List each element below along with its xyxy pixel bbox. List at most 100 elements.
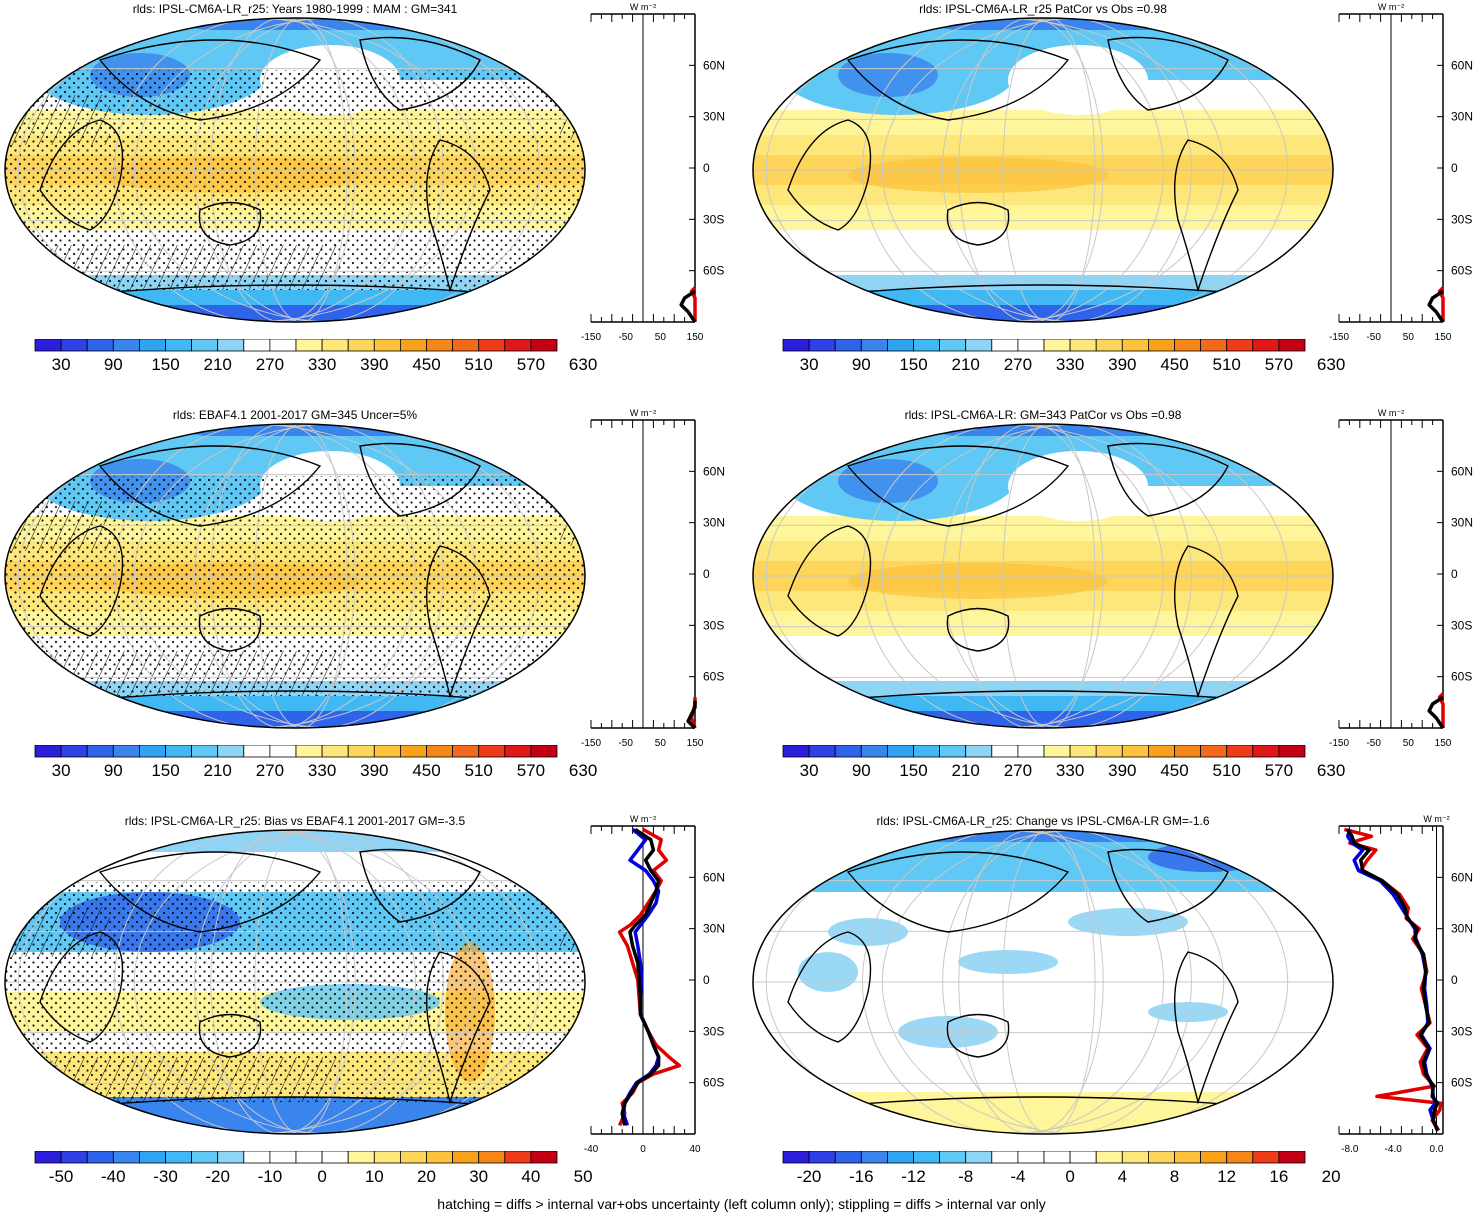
colorbar-label: 630 [1316, 355, 1346, 374]
colorbar-label: 630 [1316, 761, 1346, 780]
lat-tick-label: 0 [703, 161, 710, 175]
colorbar-swatch [504, 1151, 532, 1164]
colorbar-swatch [191, 745, 219, 758]
colorbar-swatch [295, 1151, 323, 1164]
lat-tick-label: 0 [1451, 973, 1458, 987]
colorbar-label: 30 [799, 355, 819, 374]
colorbar-swatch [347, 1151, 375, 1164]
profile-series-line [686, 700, 697, 730]
colorbar [34, 339, 558, 352]
colorbar-swatch [1069, 1151, 1097, 1164]
colorbar-label: 90 [851, 355, 871, 374]
colorbar-swatch [1043, 745, 1071, 758]
colorbar-label: 570 [516, 761, 546, 780]
colorbar-swatch [782, 339, 810, 352]
colorbar-label: 330 [1055, 355, 1085, 374]
zonal-mean-profile: 60N 30N 0 30S 60S W m⁻² -150 -50 50 150 [1329, 2, 1473, 343]
colorbar-label: 4 [1117, 1167, 1128, 1186]
lat-tick-label: 60S [1451, 1076, 1472, 1090]
colorbar-swatch [1017, 1151, 1045, 1164]
colorbar-swatch [86, 1151, 114, 1164]
map-field [5, 830, 585, 1134]
colorbar-swatch [478, 339, 506, 352]
x-tick-label: -50 [618, 738, 633, 749]
colorbar-label: 450 [412, 355, 441, 374]
colorbar-swatch [1226, 339, 1254, 352]
colorbar-swatch [321, 745, 349, 758]
colorbar-label: 390 [360, 761, 389, 780]
map-title: rlds: EBAF4.1 2001-2017 GM=345 Uncer=5% [172, 408, 418, 422]
colorbar-label: 30 [469, 1167, 489, 1186]
lat-tick-label: 30S [1451, 618, 1472, 632]
colorbar-swatch [1252, 1151, 1280, 1164]
colorbar-label: 330 [1055, 761, 1085, 780]
colorbar-label: -50 [48, 1167, 74, 1186]
colorbar-swatch [138, 745, 166, 758]
colorbar-label: 390 [1108, 761, 1137, 780]
zonal-mean-profile: 60N 30N 0 30S 60S W m⁻² -8.0 -4.0 0.0 [1338, 814, 1473, 1155]
colorbar-swatch [86, 339, 114, 352]
map-field [753, 830, 1333, 1134]
colorbar-swatch [86, 745, 114, 758]
unit-label: W m⁻² [1378, 2, 1404, 12]
colorbar-label: 210 [951, 761, 980, 780]
colorbar-label: 90 [103, 761, 123, 780]
colorbar-swatch [1174, 1151, 1202, 1164]
lat-tick-label: 60S [703, 1076, 724, 1090]
colorbar-swatch [965, 1151, 993, 1164]
colorbar-swatch [530, 1151, 558, 1164]
colorbar-swatch [886, 339, 914, 352]
colorbar-swatch [1043, 1151, 1071, 1164]
colorbar-swatch [860, 1151, 888, 1164]
colorbar-swatch [399, 1151, 427, 1164]
colorbar-label: -20 [796, 1167, 822, 1186]
colorbar-swatch [1147, 1151, 1175, 1164]
colorbar-swatch [138, 339, 166, 352]
colorbar-swatch [504, 745, 532, 758]
colorbar-label: 270 [255, 761, 285, 780]
map-title: rlds: IPSL-CM6A-LR_r25: Bias vs EBAF4.1 … [124, 814, 466, 828]
profile-series-line [1427, 695, 1445, 729]
colorbar-swatch [1147, 339, 1175, 352]
lat-tick-label: 60N [1451, 870, 1473, 884]
colorbar-swatch [913, 1151, 941, 1164]
colorbar-swatch [1043, 339, 1071, 352]
colorbar-swatch [478, 1151, 506, 1164]
colorbar-swatch [269, 339, 297, 352]
colorbar-swatch [782, 1151, 810, 1164]
colorbar-swatch [834, 1151, 862, 1164]
lat-tick-label: 30S [1451, 212, 1472, 226]
colorbar-label: -40 [101, 1167, 126, 1186]
x-tick-label: 50 [655, 738, 667, 749]
colorbar [34, 745, 558, 758]
unit-label: W m⁻² [630, 814, 656, 824]
colorbar-label: 0 [1065, 1167, 1075, 1186]
colorbar-swatch [834, 745, 862, 758]
colorbar-label: 30 [51, 761, 71, 780]
x-tick-label: 50 [1403, 738, 1415, 749]
colorbar-swatch [191, 1151, 219, 1164]
colorbar-swatch [452, 1151, 480, 1164]
colorbar-swatch [939, 1151, 967, 1164]
x-tick-label: 0 [640, 1144, 646, 1155]
lat-tick-label: 60S [1451, 670, 1472, 684]
colorbar-swatch [60, 745, 88, 758]
colorbar-swatch [478, 745, 506, 758]
colorbar-swatch [243, 745, 271, 758]
zonal-mean-profile: 60N 30N 0 30S 60S W m⁻² -150 -50 50 150 [1329, 408, 1473, 749]
map-title: rlds: IPSL-CM6A-LR_r25: Years 1980-1999 … [132, 2, 458, 16]
colorbar-swatch [112, 745, 140, 758]
colorbar-labels: 30 90 150 210 270 330 390 450 510 570 630 [748, 761, 1346, 783]
colorbar-label: 210 [203, 761, 232, 780]
x-tick-label: -8.0 [1341, 1144, 1359, 1155]
colorbar-swatch [991, 745, 1019, 758]
map-title: rlds: IPSL-CM6A-LR_r25 PatCor vs Obs =0.… [919, 2, 1167, 16]
x-tick-label: 150 [687, 332, 704, 343]
colorbar-label: 270 [1003, 761, 1033, 780]
x-tick-label: -40 [584, 1144, 599, 1155]
colorbar-labels: 30 90 150 210 270 330 390 450 510 570 630 [0, 761, 598, 783]
colorbar-swatch [243, 339, 271, 352]
colorbar-swatch [1252, 745, 1280, 758]
colorbar-swatch [1095, 1151, 1123, 1164]
colorbar-label: 450 [1160, 761, 1189, 780]
